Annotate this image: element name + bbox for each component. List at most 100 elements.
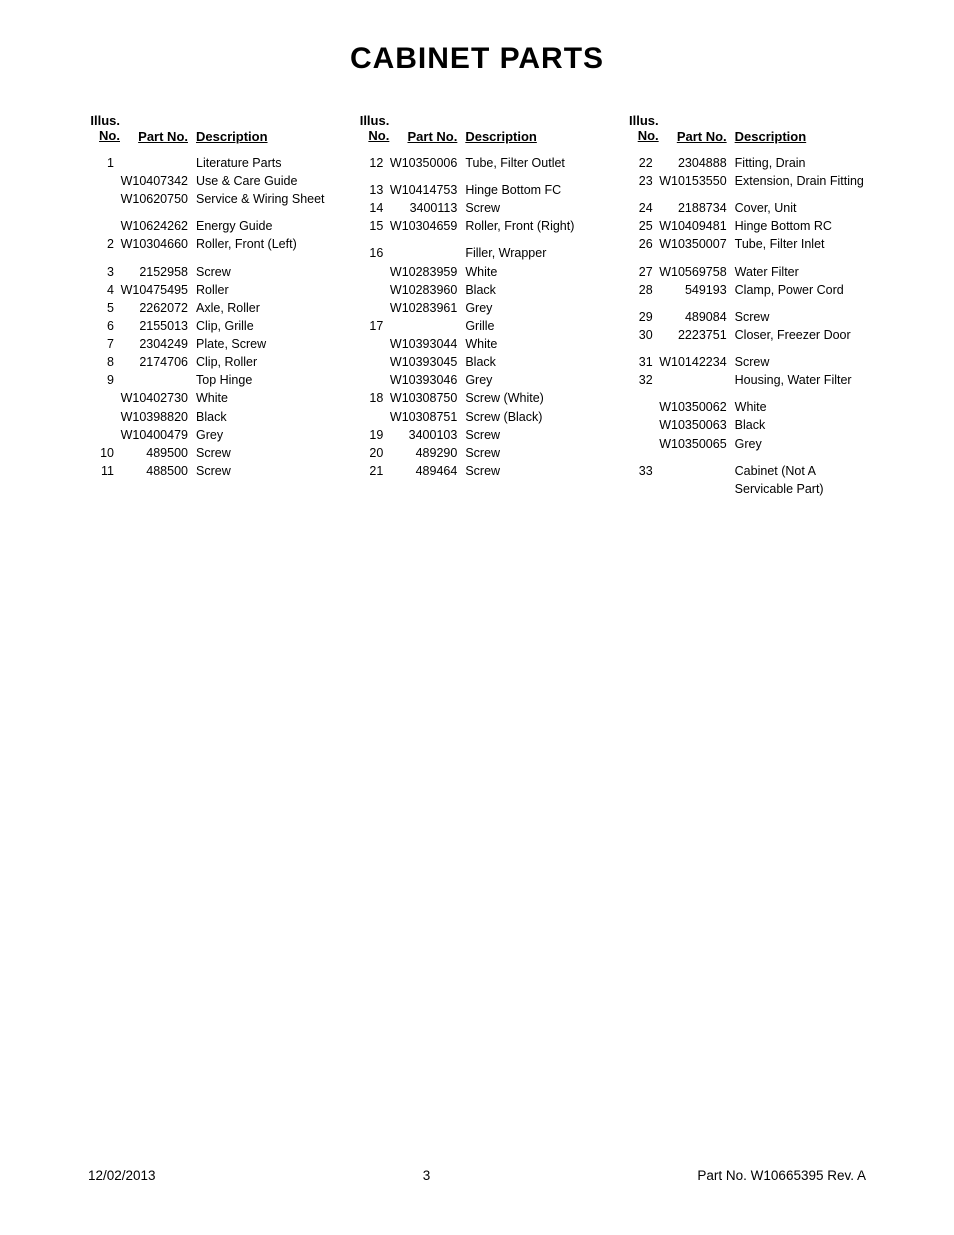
table-row: 1Literature Parts — [82, 154, 333, 172]
table-row: W10393044White — [351, 335, 602, 353]
cell-description: White — [192, 389, 333, 407]
cell-description: White — [461, 263, 602, 281]
cell-part-no: W10350006 — [389, 154, 461, 172]
cell-description: Black — [192, 408, 333, 426]
table-row: 32Housing, Water Filter — [621, 371, 872, 389]
cell-description: Roller — [192, 281, 333, 299]
cell-part-no — [389, 244, 461, 262]
row-gap — [621, 344, 872, 353]
cell-part-no: W10402730 — [120, 389, 192, 407]
cell-description: Screw — [461, 426, 602, 444]
cell-illus-no — [621, 398, 659, 416]
cell-description: Grey — [731, 435, 872, 453]
cell-illus-no: 9 — [82, 371, 120, 389]
cell-illus-no: 24 — [621, 199, 659, 217]
cell-part-no — [389, 317, 461, 335]
column-1: Illus. No. Part No. Description 1Literat… — [82, 114, 333, 498]
cell-part-no: W10308750 — [389, 389, 461, 407]
cell-part-no: W10569758 — [659, 263, 731, 281]
cell-part-no: 2304888 — [659, 154, 731, 172]
table-row: 4W10475495Roller — [82, 281, 333, 299]
cell-description: Black — [461, 353, 602, 371]
hdr-illus-top: Illus. — [351, 114, 389, 129]
cell-part-no: W10283959 — [389, 263, 461, 281]
table-row: 31W10142234Screw — [621, 353, 872, 371]
row-gap — [621, 254, 872, 263]
cell-description: Filler, Wrapper — [461, 244, 602, 262]
cell-part-no: W10393046 — [389, 371, 461, 389]
cell-illus-no: 30 — [621, 326, 659, 344]
cell-part-no: W10400479 — [120, 426, 192, 444]
table-row: 11488500Screw — [82, 462, 333, 480]
cell-part-no — [120, 371, 192, 389]
cell-description: Screw (White) — [461, 389, 602, 407]
cell-part-no: W10398820 — [120, 408, 192, 426]
cell-description: Roller, Front (Left) — [192, 235, 333, 253]
cell-description: Hinge Bottom FC — [461, 181, 602, 199]
cell-illus-no: 13 — [351, 181, 389, 199]
col3-rows: 222304888Fitting, Drain23W10153550Extens… — [621, 154, 872, 498]
table-row: W10398820Black — [82, 408, 333, 426]
cell-description: Screw — [461, 462, 602, 480]
row-gap — [82, 254, 333, 263]
table-row: 28549193Clamp, Power Cord — [621, 281, 872, 299]
cell-description: Screw — [731, 353, 872, 371]
table-row: 20489290Screw — [351, 444, 602, 462]
cell-description: Clamp, Power Cord — [731, 281, 872, 299]
cell-description: Hinge Bottom RC — [731, 217, 872, 235]
table-row: W10393046Grey — [351, 371, 602, 389]
hdr-illus-bot: No. — [82, 129, 120, 144]
table-row: W10624262Energy Guide — [82, 217, 333, 235]
cell-illus-no: 26 — [621, 235, 659, 253]
cell-illus-no: 14 — [351, 199, 389, 217]
cell-description: Axle, Roller — [192, 299, 333, 317]
hdr-partno: Part No. — [659, 129, 731, 144]
cell-description: Tube, Filter Inlet — [731, 235, 872, 253]
cell-description: Black — [731, 416, 872, 434]
cell-description: Grey — [461, 299, 602, 317]
table-row: W10350063Black — [621, 416, 872, 434]
cell-illus-no: 4 — [82, 281, 120, 299]
cell-part-no: W10350065 — [659, 435, 731, 453]
table-row: W10283960Black — [351, 281, 602, 299]
cell-part-no: W10142234 — [659, 353, 731, 371]
cell-description: Grey — [192, 426, 333, 444]
cell-part-no: 3400103 — [389, 426, 461, 444]
cell-illus-no — [621, 435, 659, 453]
cell-illus-no: 32 — [621, 371, 659, 389]
cell-part-no: 489500 — [120, 444, 192, 462]
cell-part-no: 2174706 — [120, 353, 192, 371]
footer-rev: Part No. W10665395 Rev. A — [697, 1168, 866, 1183]
cell-part-no — [120, 154, 192, 172]
cell-description: White — [461, 335, 602, 353]
cell-illus-no: 3 — [82, 263, 120, 281]
table-row: 21489464Screw — [351, 462, 602, 480]
cell-illus-no — [351, 408, 389, 426]
table-row: 10489500Screw — [82, 444, 333, 462]
parts-columns: Illus. No. Part No. Description 1Literat… — [0, 114, 954, 498]
table-row: 222304888Fitting, Drain — [621, 154, 872, 172]
hdr-illus-bot: No. — [621, 129, 659, 144]
cell-part-no: W10414753 — [389, 181, 461, 199]
cell-illus-no: 12 — [351, 154, 389, 172]
table-row: Servicable Part) — [621, 480, 872, 498]
col2-rows: 12W10350006Tube, Filter Outlet13W1041475… — [351, 154, 602, 480]
cell-illus-no: 28 — [621, 281, 659, 299]
cell-illus-no: 6 — [82, 317, 120, 335]
hdr-desc: Description — [731, 129, 872, 144]
cell-part-no: W10304659 — [389, 217, 461, 235]
cell-illus-no: 10 — [82, 444, 120, 462]
cell-illus-no — [82, 426, 120, 444]
cell-description: Screw — [192, 444, 333, 462]
cell-description: Screw — [192, 263, 333, 281]
cell-description: Clip, Grille — [192, 317, 333, 335]
cell-illus-no — [351, 263, 389, 281]
cell-part-no: W10624262 — [120, 217, 192, 235]
column-2: Illus. No. Part No. Description 12W10350… — [351, 114, 602, 498]
cell-part-no: 489464 — [389, 462, 461, 480]
cell-illus-no — [351, 299, 389, 317]
column-3: Illus. No. Part No. Description 22230488… — [621, 114, 872, 498]
cell-part-no: W10350007 — [659, 235, 731, 253]
cell-illus-no — [621, 480, 659, 498]
footer-date: 12/02/2013 — [88, 1168, 156, 1183]
